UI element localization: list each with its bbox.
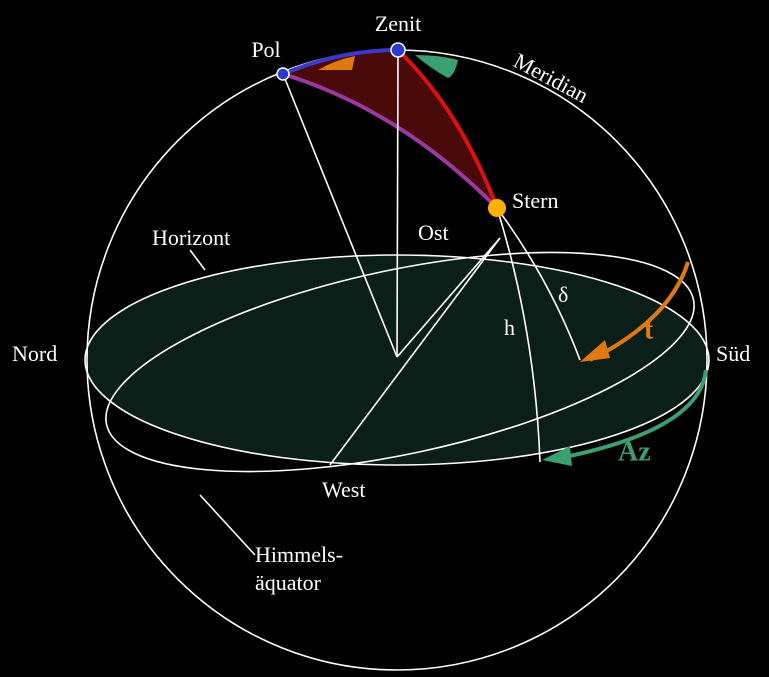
horizon-label: Horizont	[152, 225, 230, 250]
equator-label-2: äquator	[255, 570, 322, 595]
star-point	[488, 199, 506, 217]
azimuth-label: Az	[618, 436, 651, 467]
altitude-arc	[496, 207, 541, 463]
equator-pointer	[199, 494, 256, 556]
azimuth-arrow	[559, 369, 708, 460]
zenith-star-arc	[396, 48, 499, 209]
east-label: Ost	[418, 220, 449, 245]
pole-point	[276, 67, 290, 81]
pole-label: Pol	[251, 37, 280, 62]
hour-angle-label: t	[644, 314, 654, 345]
pole-zenith-arc	[282, 48, 399, 76]
declination-arc	[496, 207, 581, 361]
zenith-line	[396, 49, 399, 358]
horizon-pointer	[189, 249, 206, 271]
star-label: Stern	[512, 188, 558, 213]
south-label: Süd	[716, 341, 750, 366]
pole-axis	[282, 73, 398, 358]
west-label: West	[322, 477, 365, 502]
zenith-point	[390, 42, 406, 58]
declination-label: δ	[558, 282, 568, 307]
equator-label-1: Himmels-	[255, 542, 343, 567]
center-line	[396, 237, 501, 358]
spherical-triangle	[283, 50, 497, 208]
zenith-label: Zenit	[375, 11, 421, 36]
altitude-label: h	[504, 315, 515, 340]
west-east-line	[329, 237, 501, 466]
azimuth-arrowhead	[542, 446, 572, 466]
pole-star-arc	[282, 72, 499, 210]
celestial-equator	[105, 251, 695, 473]
north-label: Nord	[12, 341, 57, 366]
hour-angle-marker	[318, 56, 355, 70]
hour-angle-arrowhead	[580, 340, 610, 362]
azimuth-marker	[415, 55, 458, 78]
